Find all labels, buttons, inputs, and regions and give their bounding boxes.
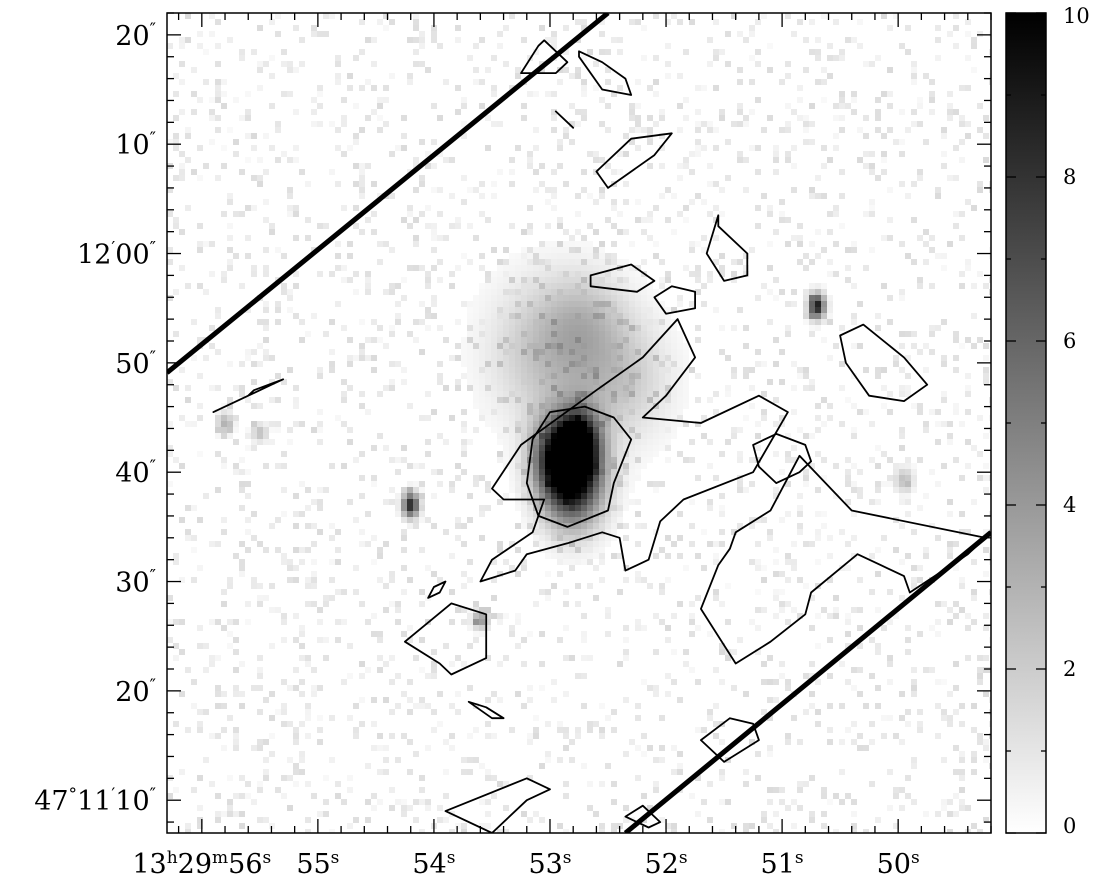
contour-11 [212,378,284,413]
x-axis-ticks: 13h29m56s 55s 54s 53s 52s 51s 50s [132,13,992,880]
contour-6 [595,132,673,189]
contour-4 [752,433,812,484]
colorbar-tick-label: 6 [1063,329,1076,353]
x-tick-label: 52s [644,848,687,880]
y-tick-label: 30″ [115,567,156,599]
colorbar-tick-label: 4 [1063,493,1076,517]
field-edge-layer [167,13,991,833]
field-edge-0 [167,13,610,375]
colorbar-ticks: 0 2 4 6 8 10 [1006,4,1090,838]
x-tick-label: 55s [296,848,339,880]
colorbar-gradient [1005,12,1047,834]
plot-frame [166,12,992,834]
contour-8 [653,285,696,315]
colorbar-tick-label: 0 [1063,814,1076,838]
contour-17 [554,110,575,129]
colorbar-tick-label: 10 [1063,4,1090,28]
contour-2 [700,454,987,665]
colorbar-tick-label: 2 [1063,657,1076,681]
contour-3 [839,323,929,402]
y-tick-label: 10″ [115,129,156,161]
y-tick-label: 47°11′10″ [34,785,156,817]
x-tick-label: 50s [877,848,920,880]
x-tick-label: 51s [761,848,804,880]
contour-7 [589,263,656,293]
contour-0 [525,405,633,528]
contour-15 [624,804,662,829]
y-tick-label: 20″ [115,676,156,708]
contour-10 [520,39,569,74]
y-axis-ticks: 47°11′10″ 20″ 30″ 40″ 50″ 12′00″ 10″ 20″ [34,12,991,823]
contour-16 [444,777,551,833]
contour-13 [467,700,505,720]
x-tick-label: 53s [528,848,571,880]
field-edge-1 [623,530,991,833]
x-tick-label: 54s [412,848,455,880]
y-tick-label: 20″ [115,20,156,52]
colorbar-tick-label: 8 [1063,165,1076,189]
y-tick-label: 50″ [115,348,156,380]
x-tick-label: 13h29m56s [132,848,271,880]
y-tick-label: 40″ [115,457,156,489]
y-tick-label: 12′00″ [77,239,156,271]
contour-18 [427,580,447,599]
colorbar: 0 2 4 6 8 10 [1005,4,1090,838]
heatmap-image [167,13,991,833]
contour-1 [479,318,789,583]
contour-12 [404,602,488,676]
contour-9 [578,50,633,96]
contour-5 [705,214,749,282]
